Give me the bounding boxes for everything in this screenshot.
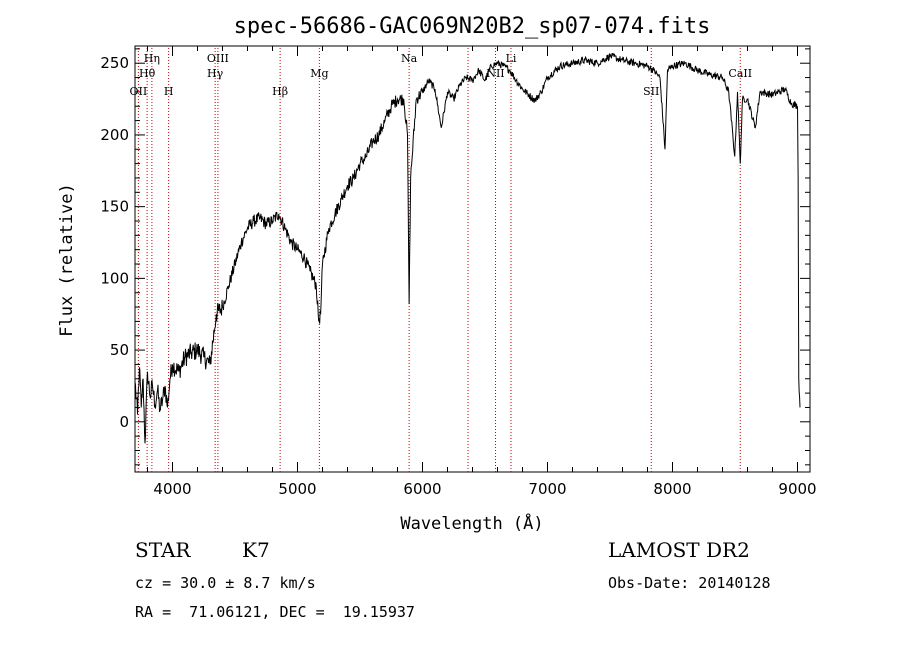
spectral-line-label: Na	[401, 52, 418, 65]
spectral-line-markers	[137, 48, 741, 472]
y-tick-label: 100	[100, 269, 129, 287]
spectral-line-label: Hθ	[139, 67, 156, 80]
spectral-line-label: Li	[506, 52, 517, 65]
spectral-line-label: Hβ	[272, 85, 288, 98]
y-tick-label: 50	[110, 341, 129, 359]
survey-name: LAMOST DR2	[608, 538, 750, 562]
object-class: STAR	[135, 538, 191, 562]
spectral-line-label: CaII	[728, 67, 752, 80]
y-tick-label: 250	[100, 54, 129, 72]
chart-title: spec-56686-GAC069N20B2_sp07-074.fits	[234, 14, 711, 39]
spectral-line-label: NII	[486, 67, 504, 80]
x-tick-label: 7000	[528, 480, 566, 498]
spectral-line-label: OIII	[207, 52, 229, 65]
spectral-line-label: Hγ	[207, 67, 224, 80]
observation-date: Obs-Date: 20140128	[608, 574, 771, 592]
x-tick-label: 4000	[153, 480, 191, 498]
object-subclass: K7	[242, 538, 270, 562]
spectral-line-label: Mg	[310, 67, 328, 80]
x-axis-label: Wavelength (Å)	[400, 512, 543, 534]
coordinates: RA = 71.06121, DEC = 19.15937	[135, 603, 415, 621]
spectral-line-label: Hη	[144, 52, 160, 65]
y-axis-label: Flux (relative)	[57, 183, 77, 337]
axis-ticks	[135, 46, 810, 472]
redshift-cz: cz = 30.0 ± 8.7 km/s	[135, 574, 316, 592]
x-tick-label: 5000	[278, 480, 316, 498]
x-tick-label: 9000	[778, 480, 816, 498]
flux-series-line	[134, 52, 801, 444]
axis-tick-labels: 4000 5000 6000 7000 8000 9000 0 50 100 150 200 250	[100, 54, 816, 498]
x-tick-label: 8000	[653, 480, 691, 498]
y-tick-label: 150	[100, 198, 129, 216]
spectral-line-label: H	[164, 85, 174, 98]
spectral-line-label: SII	[643, 85, 659, 98]
x-tick-label: 6000	[403, 480, 441, 498]
y-tick-label: 200	[100, 126, 129, 144]
y-tick-label: 0	[119, 413, 129, 431]
